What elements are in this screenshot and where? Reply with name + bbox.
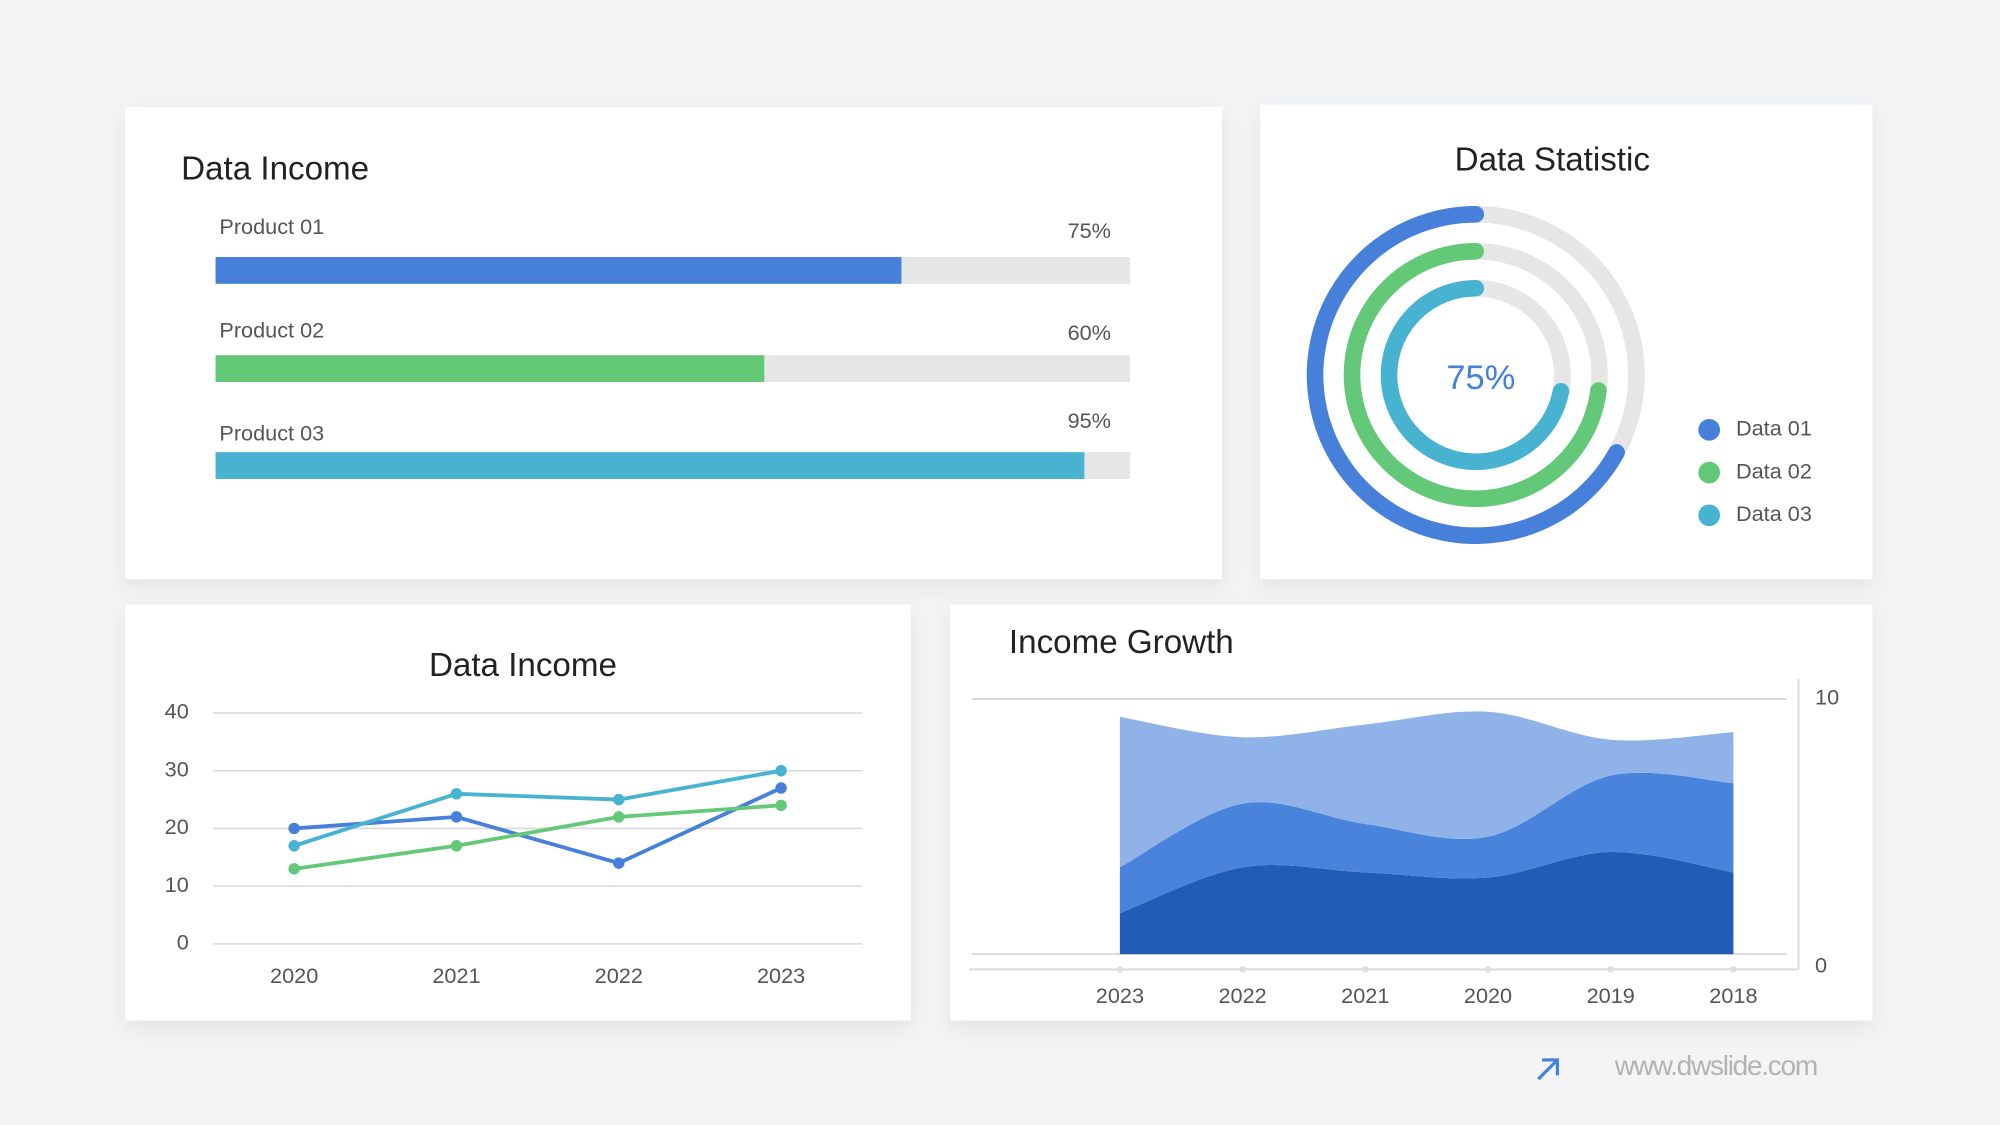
line: [294, 786, 782, 866]
center-label: 75%: [1446, 359, 1515, 397]
area: [1119, 852, 1734, 955]
arrow-icon: [1537, 1058, 1559, 1081]
y-tick-label: 10: [1815, 685, 1839, 710]
y-tick-label: 40: [165, 699, 189, 724]
card-title: Data Statistic: [1455, 142, 1650, 179]
area: [1119, 772, 1734, 914]
ring-arc: [1343, 242, 1607, 507]
bar: [215, 452, 1085, 479]
x-tick-label: 2020: [270, 963, 318, 988]
x-tick-dot: [1730, 966, 1737, 973]
line-point: [613, 793, 625, 806]
line-point: [775, 799, 787, 812]
y-tick-label: 0: [1815, 953, 1827, 978]
line: [293, 803, 782, 871]
line-point: [613, 811, 625, 823]
legend-label: Data 02: [1736, 458, 1812, 483]
x-tick-dot: [1607, 966, 1614, 973]
card-title: Data Income: [181, 151, 369, 188]
x-tick-label: 2020: [1464, 983, 1512, 1008]
card-title: Income Growth: [1009, 624, 1234, 661]
legend-label: Data 01: [1736, 416, 1812, 441]
bar-label: Product 03: [219, 421, 324, 446]
line-point: [450, 788, 463, 800]
bar-value-label: 95%: [1068, 408, 1111, 433]
line-point: [775, 782, 787, 794]
line-point: [450, 811, 463, 823]
legend-swatch: [1698, 504, 1721, 527]
x-tick-dot: [1362, 966, 1369, 973]
line-point: [288, 863, 300, 875]
ring-arc: [1306, 205, 1625, 544]
legend-swatch: [1698, 419, 1721, 441]
x-tick-label: 2021: [1341, 983, 1389, 1008]
bar-label: Product 02: [219, 317, 324, 342]
x-tick-label: 2022: [1218, 983, 1266, 1008]
legend-label: Data 03: [1736, 501, 1812, 526]
y-tick-label: 10: [165, 872, 189, 897]
bar: [215, 355, 765, 383]
footer-url: www.dwslide.com: [1614, 1050, 1817, 1081]
line-point: [775, 764, 787, 777]
line: [293, 768, 782, 848]
card-title: Data Income: [429, 647, 617, 684]
y-tick-label: 30: [165, 756, 189, 781]
x-tick-label: 2019: [1587, 983, 1635, 1008]
x-tick-dot: [1239, 966, 1246, 973]
x-tick-label: 2021: [432, 963, 480, 988]
line-point: [288, 840, 300, 852]
x-tick-label: 2023: [757, 963, 805, 988]
bar: [215, 257, 902, 284]
line-point: [613, 857, 625, 869]
ring-arc: [1380, 279, 1570, 470]
card: [125, 107, 1222, 580]
x-tick-label: 2018: [1709, 983, 1757, 1008]
card: [125, 604, 911, 1021]
line-point: [288, 822, 300, 835]
line-point: [450, 840, 463, 852]
y-tick-label: 0: [177, 930, 189, 955]
x-tick-label: 2023: [1096, 983, 1144, 1008]
bar-value-label: 60%: [1068, 320, 1111, 345]
x-tick-dot: [1116, 966, 1124, 973]
legend-swatch: [1698, 461, 1721, 484]
x-tick-dot: [1484, 966, 1492, 973]
bar-value-label: 75%: [1068, 218, 1111, 243]
bar-label: Product 01: [219, 214, 324, 239]
x-tick-label: 2022: [595, 963, 643, 988]
area: [1119, 711, 1734, 868]
y-tick-label: 20: [165, 814, 189, 839]
